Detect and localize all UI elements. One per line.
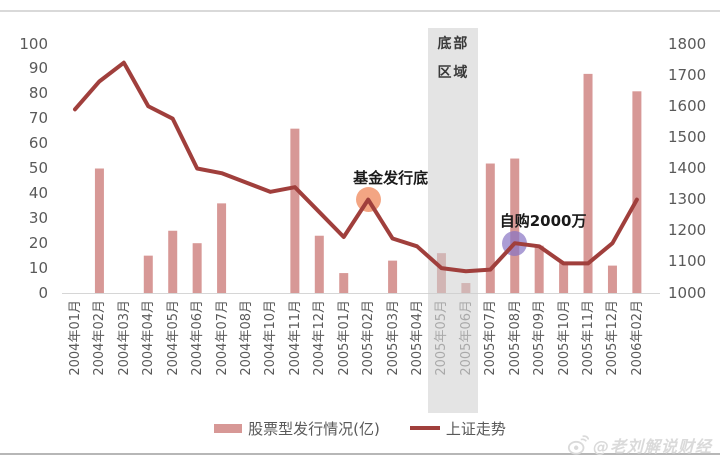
- bar: [388, 260, 398, 293]
- watermark: @老刘解说财经: [567, 433, 712, 457]
- bar: [339, 273, 349, 293]
- y-axis-right-tick: 1700: [668, 65, 707, 84]
- legend-line-label: 上证走势: [445, 419, 506, 438]
- bottom-area-label-line1: 底部: [437, 36, 470, 52]
- legend-item-bar-series: 股票型发行情况(亿): [214, 418, 380, 439]
- y-axis-right-tick: 1800: [668, 34, 707, 53]
- bar: [485, 163, 495, 293]
- y-axis-left-tick: 100: [19, 34, 48, 53]
- bottom-area-label-line2: 区域: [437, 65, 470, 81]
- y-axis-right-tick: 1300: [668, 190, 707, 209]
- y-axis-left-tick: 60: [28, 134, 48, 153]
- bar: [607, 265, 617, 293]
- watermark-text: @老刘解说财经: [592, 437, 712, 456]
- top-divider: [0, 10, 720, 12]
- bar: [143, 255, 153, 293]
- weibo-logo-icon: [567, 435, 589, 455]
- y-axis-left-tick: 30: [28, 208, 48, 227]
- bar: [168, 230, 178, 293]
- bar: [217, 203, 227, 293]
- bar: [290, 128, 300, 293]
- bar: [559, 263, 569, 293]
- legend-bar-label: 股票型发行情况(亿): [248, 419, 380, 438]
- y-axis-left-tick: 20: [28, 233, 48, 252]
- marker-label: 基金发行底: [353, 168, 429, 187]
- y-axis-left-tick: 80: [28, 84, 48, 103]
- y-axis-right-tick: 1200: [668, 221, 707, 240]
- index-trend-line: [73, 60, 639, 274]
- y-axis-left-tick: 50: [28, 159, 48, 177]
- bar: [94, 168, 104, 293]
- y-axis-left-tick: 70: [28, 109, 48, 128]
- line-swatch-icon: [409, 426, 440, 430]
- bottom-divider: [0, 453, 720, 455]
- y-axis-right-tick: 1500: [668, 127, 707, 146]
- y-axis-right-tick: 1100: [668, 252, 707, 271]
- chart-legend: 股票型发行情况(亿) 上证走势: [0, 418, 720, 439]
- y-axis-left-tick: 10: [28, 258, 48, 277]
- x-axis-line: [62, 293, 660, 294]
- y-axis-left-tick: 90: [28, 59, 48, 78]
- y-axis-right-tick: 1600: [668, 96, 707, 115]
- y-axis-left-tick: 40: [28, 183, 48, 202]
- bar: [192, 243, 202, 293]
- bar: [583, 73, 593, 293]
- legend-item-line-series: 上证走势: [409, 418, 506, 439]
- bar: [510, 158, 520, 293]
- bottom-area-band: [427, 28, 478, 413]
- bar: [314, 235, 324, 293]
- bar: [534, 245, 544, 293]
- bar: [632, 91, 642, 293]
- y-axis-right-tick: 1000: [668, 283, 707, 302]
- y-axis-left-tick: 0: [38, 283, 48, 302]
- bar-swatch-icon: [214, 423, 243, 433]
- marker-label: 自购2000万: [499, 212, 587, 231]
- y-axis-right-tick: 1400: [668, 159, 707, 177]
